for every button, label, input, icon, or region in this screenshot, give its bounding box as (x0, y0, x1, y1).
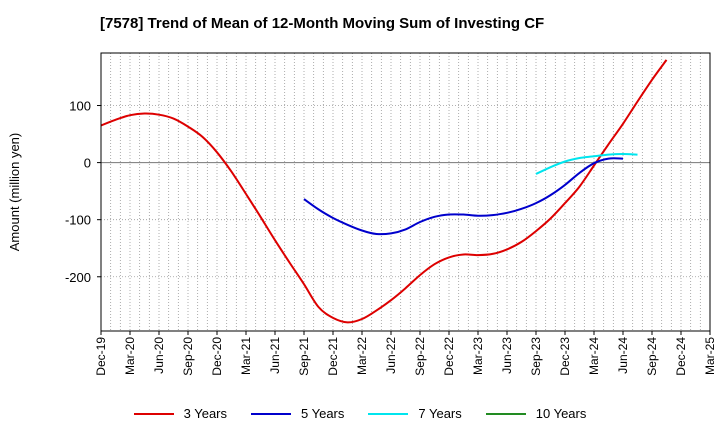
legend-label: 7 Years (418, 406, 462, 421)
x-tick-label: Jun-20 (152, 337, 166, 374)
x-tick-label: Mar-20 (123, 337, 137, 375)
x-tick-label: Jun-23 (500, 337, 514, 374)
y-axis-label: Amount (million yen) (7, 133, 22, 252)
x-tick-label: Sep-21 (297, 337, 311, 376)
x-tick-label: Dec-20 (210, 337, 224, 376)
legend-item-3-years[interactable]: 3 Years (133, 406, 227, 421)
legend-item-10-years[interactable]: 10 Years (485, 406, 587, 421)
y-tick-label: 100 (69, 99, 91, 114)
x-tick-label: Dec-23 (558, 337, 572, 376)
legend-label: 5 Years (301, 406, 345, 421)
x-tick-label: Sep-20 (181, 337, 195, 376)
plot-frame (100, 52, 711, 332)
chart-title: [7578] Trend of Mean of 12-Month Moving … (100, 15, 545, 32)
legend-item-7-years[interactable]: 7 Years (368, 406, 462, 421)
x-tick-label: Mar-23 (471, 337, 485, 375)
y-tick-label: 0 (84, 156, 91, 171)
legend: 3 Years 5 Years 7 Years 10 Years (0, 406, 720, 421)
legend-swatch (133, 412, 174, 415)
x-tick-label: Dec-22 (442, 337, 456, 376)
x-tick-label: Jun-22 (384, 337, 398, 374)
x-tick-label: Dec-24 (674, 337, 688, 376)
x-tick-label: Mar-25 (703, 337, 717, 375)
x-tick-label: Sep-24 (645, 337, 659, 376)
x-axis: Dec-19 Mar-20 Jun-20 Sep-20 Dec-20 Mar-21 Jun-… (94, 331, 717, 376)
legend-swatch (485, 412, 526, 415)
legend-item-5-years[interactable]: 5 Years (251, 406, 344, 421)
x-tick-label: Jun-21 (268, 337, 282, 374)
x-tick-label: Jun-24 (616, 337, 630, 374)
y-tick-label: -200 (65, 270, 91, 285)
series-line-3-years (100, 59, 668, 324)
x-tick-label: Dec-19 (94, 337, 108, 376)
legend-label: 10 Years (535, 406, 587, 421)
x-tick-label: Mar-21 (239, 337, 253, 375)
legend-swatch (368, 412, 409, 415)
y-tick-label: -100 (65, 213, 91, 228)
series-line-5-years (303, 157, 624, 236)
x-tick-label: Mar-22 (355, 337, 369, 375)
x-tick-label: Dec-21 (326, 337, 340, 376)
legend-label: 3 Years (183, 406, 227, 421)
series-group (100, 59, 668, 324)
x-tick-label: Sep-22 (413, 337, 427, 376)
series-line-7-years (535, 152, 638, 175)
legend-swatch (251, 412, 291, 415)
x-tick-label: Sep-23 (529, 337, 543, 376)
x-tick-label: Mar-24 (587, 337, 601, 375)
y-axis: 100 0 -100 -200 (65, 99, 101, 285)
